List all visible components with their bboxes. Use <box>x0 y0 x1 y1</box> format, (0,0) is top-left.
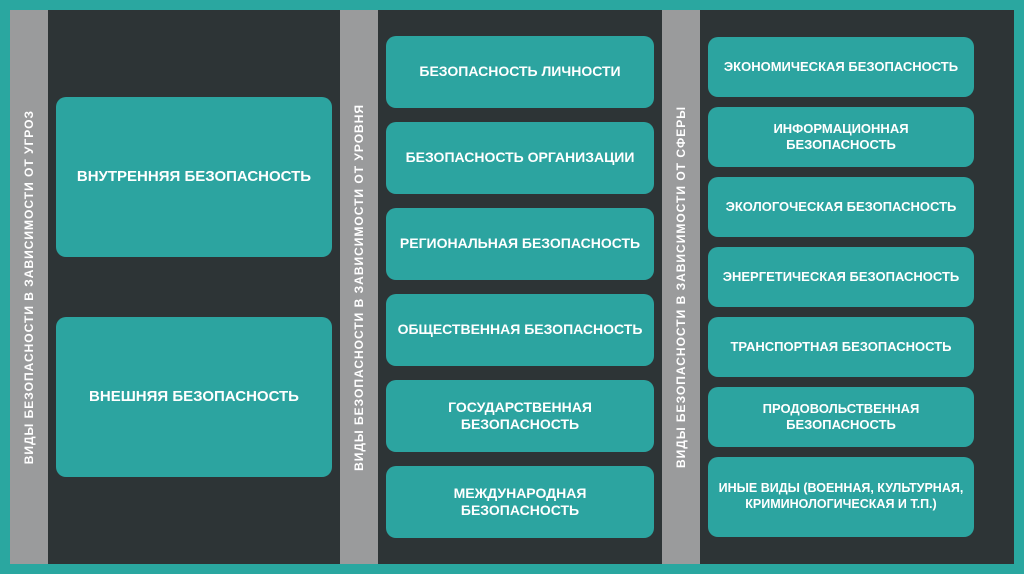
group-sphere-items: ЭКОНОМИЧЕСКАЯ БЕЗОПАСНОСТЬ ИНФОРМАЦИОННА… <box>708 10 974 564</box>
card-energy-security: ЭНЕРГЕТИЧЕСКАЯ БЕЗОПАСНОСТЬ <box>708 247 974 307</box>
card-internal-security: ВНУТРЕННЯЯ БЕЗОПАСНОСТЬ <box>56 97 332 257</box>
card-economic-security: ЭКОНОМИЧЕСКАЯ БЕЗОПАСНОСТЬ <box>708 37 974 97</box>
group-level-label: ВИДЫ БЕЗОПАСНОСТИ В ЗАВИСИМОСТИ ОТ УРОВН… <box>340 10 378 564</box>
group-threats-label: ВИДЫ БЕЗОПАСНОСТИ В ЗАВИСИМОСТИ ОТ УГРОЗ <box>10 10 48 564</box>
group-threats: ВИДЫ БЕЗОПАСНОСТИ В ЗАВИСИМОСТИ ОТ УГРОЗ… <box>10 10 332 564</box>
group-sphere-label: ВИДЫ БЕЗОПАСНОСТИ В ЗАВИСИМОСТИ ОТ СФЕРЫ <box>662 10 700 564</box>
card-information-security: ИНФОРМАЦИОННАЯ БЕЗОПАСНОСТЬ <box>708 107 974 167</box>
card-organization-security: БЕЗОПАСНОСТЬ ОРГАНИЗАЦИИ <box>386 122 654 194</box>
card-transport-security: ТРАНСПОРТНАЯ БЕЗОПАСНОСТЬ <box>708 317 974 377</box>
card-personal-security: БЕЗОПАСНОСТЬ ЛИЧНОСТИ <box>386 36 654 108</box>
card-other-security: ИНЫЕ ВИДЫ (ВОЕННАЯ, КУЛЬТУРНАЯ, КРИМИНОЛ… <box>708 457 974 537</box>
card-external-security: ВНЕШНЯЯ БЕЗОПАСНОСТЬ <box>56 317 332 477</box>
group-sphere: ВИДЫ БЕЗОПАСНОСТИ В ЗАВИСИМОСТИ ОТ СФЕРЫ… <box>662 10 974 564</box>
card-public-security: ОБЩЕСТВЕННАЯ БЕЗОПАСНОСТЬ <box>386 294 654 366</box>
group-level-label-text: ВИДЫ БЕЗОПАСНОСТИ В ЗАВИСИМОСТИ ОТ УРОВН… <box>352 104 366 471</box>
card-regional-security: РЕГИОНАЛЬНАЯ БЕЗОПАСНОСТЬ <box>386 208 654 280</box>
card-food-security: ПРОДОВОЛЬСТВЕННАЯ БЕЗОПАСНОСТЬ <box>708 387 974 447</box>
group-level: ВИДЫ БЕЗОПАСНОСТИ В ЗАВИСИМОСТИ ОТ УРОВН… <box>340 10 654 564</box>
diagram-panel: ВИДЫ БЕЗОПАСНОСТИ В ЗАВИСИМОСТИ ОТ УГРОЗ… <box>10 10 1014 564</box>
diagram-canvas: ВИДЫ БЕЗОПАСНОСТИ В ЗАВИСИМОСТИ ОТ УГРОЗ… <box>0 0 1024 574</box>
group-threats-items: ВНУТРЕННЯЯ БЕЗОПАСНОСТЬ ВНЕШНЯЯ БЕЗОПАСН… <box>56 10 332 564</box>
card-state-security: ГОСУДАРСТВЕННАЯ БЕЗОПАСНОСТЬ <box>386 380 654 452</box>
group-threats-label-text: ВИДЫ БЕЗОПАСНОСТИ В ЗАВИСИМОСТИ ОТ УГРОЗ <box>22 110 36 464</box>
group-sphere-label-text: ВИДЫ БЕЗОПАСНОСТИ В ЗАВИСИМОСТИ ОТ СФЕРЫ <box>674 106 688 468</box>
card-ecological-security: ЭКОЛОГОЧЕСКАЯ БЕЗОПАСНОСТЬ <box>708 177 974 237</box>
group-level-items: БЕЗОПАСНОСТЬ ЛИЧНОСТИ БЕЗОПАСНОСТЬ ОРГАН… <box>386 10 654 564</box>
card-international-security: МЕЖДУНАРОДНАЯ БЕЗОПАСНОСТЬ <box>386 466 654 538</box>
